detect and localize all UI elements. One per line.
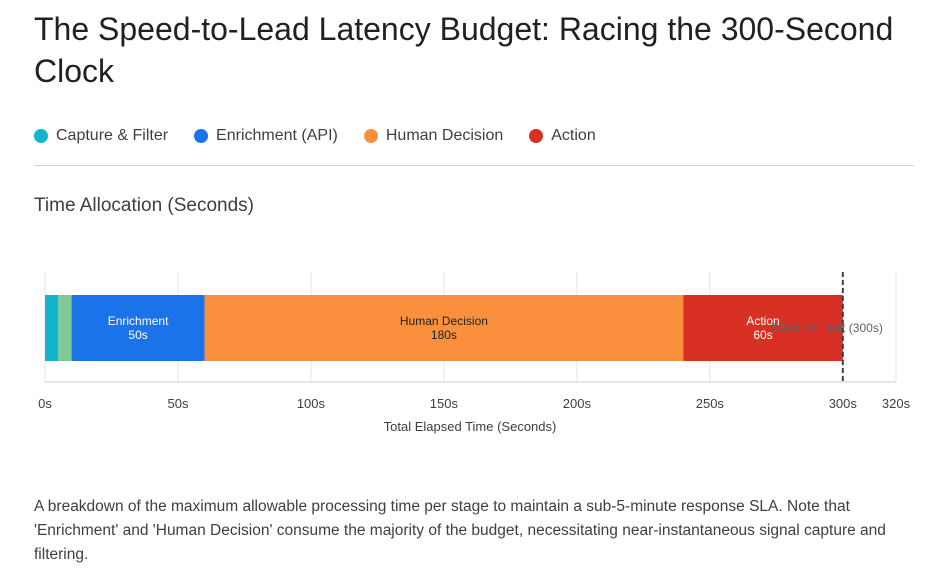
- legend-swatch: [34, 129, 48, 143]
- legend-swatch: [363, 129, 378, 143]
- divider: [34, 165, 914, 166]
- bar-segment: [204, 295, 684, 361]
- chart-title: Time Allocation (Seconds): [34, 195, 255, 216]
- x-tick-label: 0s: [38, 396, 52, 411]
- legend-item: Action: [529, 127, 596, 145]
- chart-legend: Capture & Filter Enrichment (API) Human De…: [34, 127, 622, 145]
- x-tick-label: 200s: [563, 396, 592, 411]
- bar-value-label: 60s: [753, 328, 772, 342]
- bar-segment: [71, 295, 205, 361]
- x-axis-title: Total Elapsed Time (Seconds): [384, 419, 557, 434]
- x-tick-label: 50s: [167, 396, 188, 411]
- chart-caption: A breakdown of the maximum allowable pro…: [34, 498, 886, 563]
- bar-value-label: 180s: [431, 328, 457, 342]
- bar-label: Human Decision: [400, 314, 488, 328]
- legend-label: Enrichment (API): [216, 127, 338, 144]
- legend-swatch: [194, 129, 209, 143]
- bar-segment: [58, 295, 72, 361]
- legend-item: Human Decision: [363, 127, 504, 145]
- page-title: The Speed-to-Lead Latency Budget: Racing…: [34, 11, 894, 89]
- legend-item: Capture & Filter: [34, 127, 168, 145]
- legend-swatch: [529, 129, 544, 143]
- x-tick-label: 150s: [430, 396, 459, 411]
- legend-label: Capture & Filter: [56, 127, 169, 144]
- bar-segment: [45, 295, 59, 361]
- x-tick-label: 300s: [829, 396, 858, 411]
- legend-label: Human Decision: [385, 127, 504, 144]
- bar-label: Enrichment: [108, 314, 169, 328]
- legend-item: Enrichment (API): [194, 127, 338, 145]
- legend-label: Action: [551, 127, 596, 144]
- bar-segment: [683, 295, 843, 361]
- x-tick-label: 100s: [297, 396, 326, 411]
- limit-label: 5 Minute Limit (300s): [771, 321, 883, 335]
- x-tick-label: 320s: [882, 396, 911, 411]
- bar-label: Action: [746, 314, 779, 328]
- bar-value-label: 50s: [128, 328, 147, 342]
- x-tick-label: 250s: [696, 396, 725, 411]
